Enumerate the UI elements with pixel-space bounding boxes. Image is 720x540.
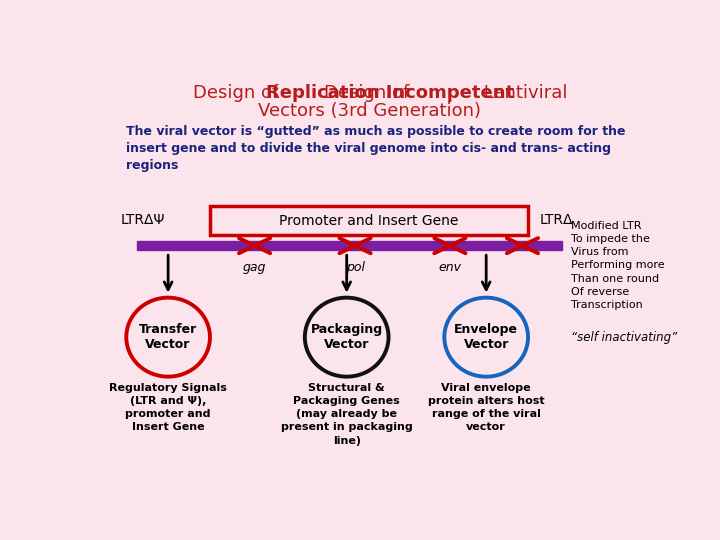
Text: Replication Incompetent: Replication Incompetent bbox=[266, 84, 514, 102]
Text: Vectors (3rd Generation): Vectors (3rd Generation) bbox=[258, 102, 480, 120]
Bar bbox=[210, 206, 528, 235]
Text: Lentiviral: Lentiviral bbox=[478, 84, 567, 102]
Text: LTRΔ: LTRΔ bbox=[539, 213, 572, 227]
Text: The viral vector is “gutted” as much as possible to create room for the
insert g: The viral vector is “gutted” as much as … bbox=[126, 125, 626, 172]
Text: gag: gag bbox=[243, 261, 266, 274]
Text: Envelope
Vector: Envelope Vector bbox=[454, 323, 518, 351]
Text: env: env bbox=[438, 261, 462, 274]
Text: “self inactivating”: “self inactivating” bbox=[571, 331, 678, 344]
Text: Packaging
Vector: Packaging Vector bbox=[310, 323, 383, 351]
Text: LTRΔΨ: LTRΔΨ bbox=[121, 213, 165, 227]
Text: Promoter and Insert Gene: Promoter and Insert Gene bbox=[279, 214, 459, 228]
Text: Design of: Design of bbox=[193, 84, 284, 102]
Text: Regulatory Signals
(LTR and Ψ),
promoter and
Insert Gene: Regulatory Signals (LTR and Ψ), promoter… bbox=[109, 383, 227, 433]
Bar bbox=[138, 241, 562, 250]
Text: Transfer
Vector: Transfer Vector bbox=[139, 323, 197, 351]
Text: Modified LTR
To impede the
Virus from
Performing more
Than one round
Of reverse
: Modified LTR To impede the Virus from Pe… bbox=[571, 221, 665, 310]
Text: pol: pol bbox=[346, 261, 364, 274]
Text: Design of: Design of bbox=[323, 84, 415, 102]
Text: Structural &
Packaging Genes
(may already be
present in packaging
line): Structural & Packaging Genes (may alread… bbox=[281, 383, 413, 445]
Text: Viral envelope
protein alters host
range of the viral
vector: Viral envelope protein alters host range… bbox=[428, 383, 544, 433]
